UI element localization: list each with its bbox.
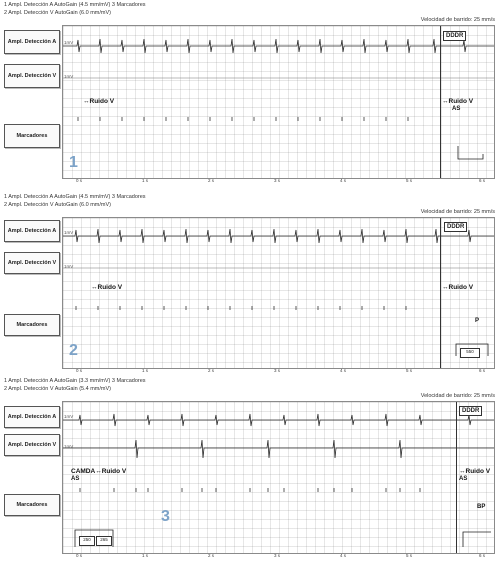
separator-line: [440, 218, 441, 368]
channel-label-ventricular[interactable]: Ampl. Detección V: [4, 64, 60, 88]
channel-label-atrial[interactable]: Ampl. Detección A: [4, 220, 60, 242]
ecg-traces-2: [63, 228, 494, 356]
ventricular-trace: [63, 439, 494, 459]
ecg-panel-1: 1 Ampl. Detección A AutoGain (4.5 mm/mV)…: [0, 0, 497, 188]
interval-box-1: 250: [79, 536, 95, 546]
panel-header-line2: 2 Ampl. Detección V AutoGain (6.0 mm/mV): [4, 10, 111, 16]
pacing-mode-box: DDDR: [443, 31, 467, 41]
separator-line: [456, 402, 457, 553]
ecg-grid-2: 1mV 1mV ↔Ruido V DDDR ↔Ruido V P 550 2: [62, 217, 495, 369]
marker-step: [457, 146, 484, 160]
time-axis-1: 0 s 1 s 2 s 3 s 4 s 5 s 6 s: [75, 178, 486, 183]
panel-header-line2: 2 Ampl. Detección V AutoGain (6.0 mm/mV): [4, 202, 111, 208]
right-annotation: AS: [459, 476, 468, 482]
ecg-grid-3: 1mV 1mV CAMDA↔Ruido V AS DDDR ↔Ruido V A…: [62, 401, 495, 554]
sweep-speed: Velocidad de barrido: 25 mm/s: [420, 17, 495, 23]
pacing-mode-box: DDDR: [459, 406, 483, 416]
noise-label-left: ↔Ruido V: [91, 284, 123, 291]
time-axis-3: 0 s 1 s 2 s 3 s 4 s 5 s 6 s: [75, 553, 486, 558]
noise-label-right: ↔Ruido V: [459, 468, 491, 475]
panel-header-line1: 1 Ampl. Detección A AutoGain (4.5 mm/mV)…: [4, 194, 146, 200]
ecg-traces-1: [63, 38, 494, 160]
right-annotation: AS: [452, 106, 461, 112]
channel-label-ventricular[interactable]: Ampl. Detección V: [4, 434, 60, 456]
panel-header-line1: 1 Ampl. Detección A AutoGain (3.3 mm/mV)…: [4, 378, 146, 384]
panel-number: 1: [69, 154, 78, 171]
ecg-grid-1: 1mV 1mV ↔Ruido V DDDR ↔Ruido V AS 1: [62, 25, 495, 179]
noise-label-left: ↔Ruido V: [83, 98, 115, 105]
ecg-traces-3: [63, 413, 494, 547]
right-extra-annotation: BP: [477, 504, 486, 510]
noise-label-right: ↔Ruido V: [442, 98, 474, 105]
noise-label-left: CAMDA↔Ruido V: [71, 468, 127, 475]
channel-label-atrial[interactable]: Ampl. Detección A: [4, 406, 60, 428]
atrial-trace: [63, 228, 494, 244]
panel-header-line1: 1 Ampl. Detección A AutoGain (4.5 mm/mV)…: [4, 2, 146, 8]
ecg-panel-3: 1 Ampl. Detección A AutoGain (3.3 mm/mV)…: [0, 376, 497, 562]
pacing-mode-box: DDDR: [444, 222, 468, 232]
marker-step: [455, 343, 489, 356]
ecg-panel-2: 1 Ampl. Detección A AutoGain (4.5 mm/mV)…: [0, 192, 497, 376]
marker-ticks: [79, 488, 421, 492]
panel-number: 2: [69, 342, 78, 359]
atrial-trace: [63, 413, 494, 427]
interval-box: 550: [460, 348, 480, 358]
channel-label-markers[interactable]: Marcadores: [4, 124, 60, 148]
channel-label-atrial[interactable]: Ampl. Detección A: [4, 30, 60, 54]
right-annotation: P: [475, 318, 480, 324]
atrial-trace: [63, 38, 494, 54]
panel-number: 3: [161, 508, 170, 525]
panel-header-line2: 2 Ampl. Detección V AutoGain (5.4 mm/mV): [4, 386, 111, 392]
time-axis-2: 0 s 1 s 2 s 3 s 4 s 5 s 6 s: [75, 368, 486, 373]
noise-label-right: ↔Ruido V: [442, 284, 474, 291]
marker-step: [74, 529, 491, 547]
marker-ticks: [77, 117, 409, 121]
marker-ticks: [75, 306, 407, 310]
channel-label-ventricular[interactable]: Ampl. Detección V: [4, 252, 60, 274]
separator-line: [440, 26, 441, 178]
interval-box-2: 265: [96, 536, 112, 546]
sweep-speed: Velocidad de barrido: 25 mm/s: [420, 209, 495, 215]
left-annotation: AS: [71, 476, 80, 482]
channel-label-markers[interactable]: Marcadores: [4, 314, 60, 336]
channel-label-markers[interactable]: Marcadores: [4, 494, 60, 516]
sweep-speed: Velocidad de barrido: 25 mm/s: [420, 393, 495, 399]
